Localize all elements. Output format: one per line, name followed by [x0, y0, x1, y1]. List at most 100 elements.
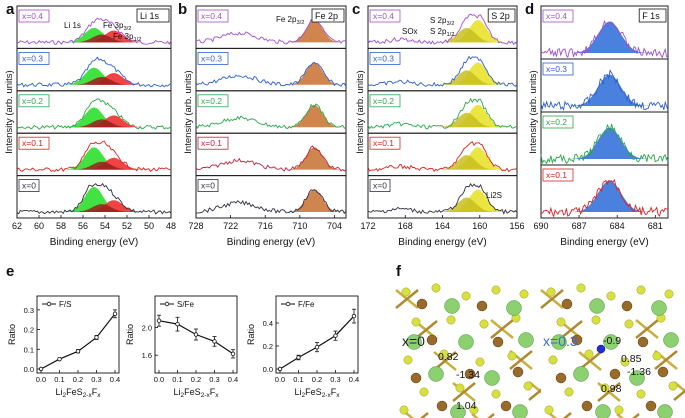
- x-tick-label: 690: [533, 221, 548, 231]
- li-atom: [428, 366, 444, 382]
- spectrum-line: [540, 178, 669, 218]
- s-atom: [475, 357, 485, 367]
- x-tick-label: 0.2: [191, 375, 201, 384]
- panel-label-c: c: [352, 1, 360, 18]
- spectrum-line: [16, 98, 172, 130]
- li-atom: [573, 366, 589, 382]
- legend-label: F/S: [59, 300, 71, 309]
- x-tick-label: 710: [292, 221, 307, 231]
- panel-label-f: f: [396, 263, 402, 280]
- fe-atom: [410, 372, 422, 384]
- bond: [509, 350, 533, 370]
- s-atom: [620, 357, 630, 367]
- y-axis-title: Ratio: [246, 324, 256, 345]
- x-axis-title: Li2FeS2-xFx: [174, 387, 220, 399]
- peak-label-s2p12: S 2p1/2: [430, 27, 454, 38]
- xps-row-d-1: x=0.3: [540, 58, 669, 113]
- peak-component-fe-3p1-2: [17, 76, 171, 85]
- xps-row-d-2: x=0.2: [540, 111, 669, 166]
- f-atom: [596, 344, 606, 354]
- peak-label-li1s: Li 1s: [64, 21, 81, 30]
- charge-value: -1.36: [627, 366, 651, 378]
- x-tick-label: 0.0: [154, 375, 164, 384]
- xps-row-d-3: x=0.1: [540, 164, 669, 219]
- structure-panel-1: x=0.3 -0.90.85-1.36 0.98: [540, 282, 685, 418]
- bond: [419, 412, 429, 418]
- peak-component-fe-2p3-2: [196, 20, 346, 43]
- bond: [395, 289, 419, 309]
- s-atom: [591, 315, 601, 325]
- s-atom: [668, 381, 678, 391]
- peak-component-f-1s: [541, 74, 668, 106]
- s-atom: [546, 287, 556, 297]
- peak-component-fe-3p1-2: [17, 204, 171, 212]
- peak-component-s-2p3-2: [368, 147, 517, 170]
- fe-atom: [621, 300, 633, 312]
- s-atom: [544, 405, 554, 415]
- x-tick-label: 716: [258, 221, 273, 231]
- fe-atom: [464, 368, 476, 380]
- s-atom: [491, 285, 501, 295]
- bond: [673, 381, 685, 393]
- corner-label-box: [638, 8, 667, 23]
- corner-label: Fe 2p: [315, 11, 338, 21]
- xps-row-c-2: x=0.2: [367, 90, 518, 134]
- peak-component-li-1s: [17, 186, 171, 212]
- peak-component-li-1s: [17, 147, 171, 170]
- row-label-box: [369, 9, 401, 23]
- bond: [562, 412, 572, 418]
- charge-value: 0.82: [438, 351, 459, 363]
- li-atom: [458, 334, 474, 350]
- y-tick-label: 2.0: [142, 324, 152, 333]
- structure-label: x=0: [402, 333, 425, 349]
- li-atom: [663, 332, 679, 348]
- y-tick-label: 0.2: [24, 326, 34, 335]
- s-atom: [411, 317, 421, 327]
- row-label: x=0.1: [546, 170, 567, 180]
- s-atom: [664, 289, 674, 299]
- x-tick-label: 681: [648, 221, 663, 231]
- peak-component-s-2p3-2: [368, 189, 517, 212]
- structure-panel-0: x=0 0.82 -1.34 1.04: [395, 282, 552, 418]
- bond: [635, 319, 659, 339]
- xps-panel-a: x=0.4 x=0.3 x=0.2 x=0.1 x=0 Li 1s Li 1s Fe 3p3/…: [4, 5, 176, 248]
- y-tick-label: 0.2: [263, 342, 273, 351]
- s-atom: [455, 383, 465, 393]
- y-tick-label: 0.3: [24, 306, 34, 315]
- fe-atom: [512, 366, 524, 378]
- spectrum-line: [195, 61, 347, 87]
- row-label: x=0: [201, 181, 215, 191]
- charge-value: 1.04: [456, 400, 477, 412]
- row-label-box: [369, 52, 401, 65]
- li-atom: [512, 404, 528, 418]
- s-atom: [401, 287, 411, 297]
- xps-panel-c: x=0.4 x=0.3 x=0.2 x=0.1 x=0 S 2p SOx S 2p3/2S 2…: [355, 5, 525, 248]
- peak-component-f-1s: [541, 21, 668, 53]
- legend-marker: [285, 301, 291, 307]
- row-label-box: [369, 179, 391, 193]
- x-tick-label: 0.0: [36, 375, 46, 384]
- data-point: [57, 356, 62, 362]
- s-atom: [439, 349, 449, 359]
- x-tick-label: 728: [188, 221, 203, 231]
- s-atom: [523, 381, 533, 391]
- corner-label: F 1s: [642, 11, 660, 21]
- spectrum-line: [195, 189, 347, 215]
- bond: [632, 413, 640, 418]
- x-tick-label: 168: [398, 221, 413, 231]
- y-tick-label: 0.0: [24, 365, 34, 374]
- fe-atom: [476, 300, 488, 312]
- data-point: [175, 321, 180, 327]
- panel-label-e: e: [6, 263, 14, 280]
- peak-component-fe-3p1-2: [17, 119, 171, 128]
- bond: [597, 382, 621, 402]
- data-point: [94, 335, 99, 340]
- data-point: [230, 351, 236, 357]
- y-axis-title: Intensity (arb. units): [355, 70, 366, 153]
- x-tick-label: 0.4: [228, 375, 238, 384]
- x-tick-label: 48: [166, 221, 176, 231]
- xps-row-b-3: x=0.1: [195, 132, 347, 177]
- legend-label: S/Fe: [177, 300, 194, 309]
- fe-atom: [571, 334, 583, 346]
